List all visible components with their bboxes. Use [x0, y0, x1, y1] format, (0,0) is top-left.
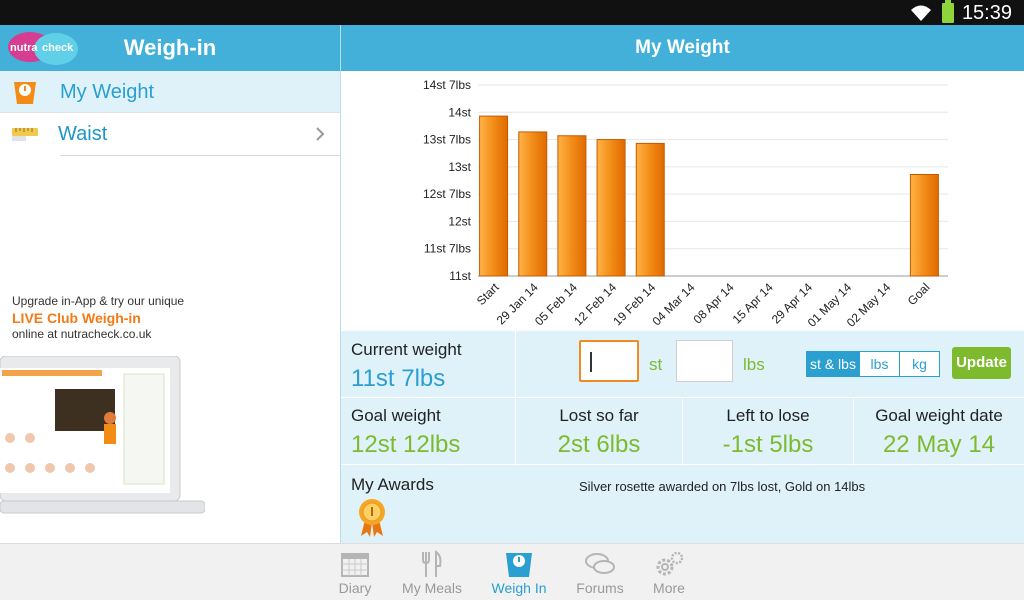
x-tick-label: 04 Mar 14 [649, 280, 697, 328]
bottom-navigation: Diary My Meals Weigh In Forums More [0, 543, 1024, 600]
logo-text-a: nutra [10, 42, 38, 54]
weight-bar[interactable] [635, 142, 665, 277]
pounds-unit-label: lbs [743, 355, 765, 374]
update-button[interactable]: Update [952, 347, 1011, 379]
status-time: 15:39 [961, 2, 1012, 24]
nav-label: Weigh In [491, 580, 547, 596]
wifi-icon [911, 5, 931, 21]
stat-value: 2st 6lbs [557, 431, 641, 458]
y-tick-label: 11st 7lbs [424, 242, 471, 256]
y-tick-label: 13st [448, 160, 471, 174]
cutlery-icon [422, 550, 442, 577]
unit-lbs-button[interactable]: lbs [860, 351, 900, 377]
text-caret [590, 352, 592, 372]
stat-value: -1st 5lbs [722, 431, 814, 458]
weight-bar[interactable] [909, 173, 939, 277]
menu-item-label: My Weight [60, 81, 155, 103]
nav-my-meals[interactable]: My Meals [392, 544, 472, 600]
x-tick-label: Goal [905, 280, 933, 308]
chevron-right-icon [316, 127, 325, 141]
y-tick-label: 14st [448, 105, 471, 119]
menu-item-waist[interactable]: Waist [0, 113, 340, 155]
stat-label: Lost so far [559, 406, 639, 425]
promo-title[interactable]: LIVE Club Weigh-in [12, 310, 141, 326]
nav-label: My Meals [402, 580, 462, 596]
nav-forums[interactable]: Forums [560, 544, 640, 600]
weight-bar[interactable] [518, 131, 548, 277]
unit-selector: st & lbs lbs kg [806, 351, 940, 377]
weight-bar[interactable] [479, 115, 509, 277]
weigh-in-menu: My Weight Waist [0, 71, 340, 155]
stat-value: 22 May 14 [882, 431, 996, 458]
current-weight-value: 11st 7lbs [351, 365, 446, 392]
laptop-promo-image[interactable] [0, 356, 205, 518]
right-header: My Weight [341, 25, 1024, 71]
current-weight-row: Current weight 11st 7lbs st lbs st & lbs… [341, 331, 1024, 398]
stats-row: Goal weight 12st 12lbs Lost so far 2st 6… [341, 399, 1024, 465]
awards-row: My Awards Silver rosette awarded on 7lbs… [341, 466, 1024, 543]
cell-divider [515, 399, 516, 465]
unit-kg-button[interactable]: kg [900, 351, 940, 377]
weight-panel: Current weight 11st 7lbs st lbs st & lbs… [341, 331, 1024, 543]
cell-divider [853, 399, 854, 465]
promo-line2: online at nutracheck.co.uk [12, 327, 152, 341]
logo-text-b: check [42, 42, 74, 54]
nav-label: Diary [338, 580, 372, 596]
lost-so-far-stat: Lost so far 2st 6lbs [516, 399, 682, 465]
weight-bar[interactable] [557, 135, 587, 277]
tape-measure-icon [12, 128, 38, 141]
chat-bubbles-icon [585, 553, 615, 574]
nav-label: More [653, 580, 685, 596]
awards-description: Silver rosette awarded on 7lbs lost, Gol… [579, 479, 866, 494]
y-tick-label: 14st 7lbs [423, 78, 471, 92]
promo-line1: Upgrade in-App & try our unique [12, 294, 185, 308]
stat-value: 12st 12lbs [351, 431, 461, 458]
awards-label: My Awards [351, 475, 434, 494]
nav-label: Forums [576, 580, 624, 596]
right-title: My Weight [635, 37, 730, 58]
scale-icon [506, 553, 532, 577]
stat-label: Left to lose [726, 406, 810, 425]
stones-input[interactable] [579, 340, 639, 382]
gears-icon [656, 551, 684, 576]
cell-divider [682, 399, 683, 465]
unit-st-lbs-button[interactable]: st & lbs [806, 351, 860, 377]
pane-separator [340, 25, 341, 543]
promo-text: Upgrade in-App & try our unique LIVE Clu… [12, 294, 332, 342]
x-tick-label: 15 Apr 14 [730, 280, 776, 326]
stat-label: Goal weight date [875, 406, 1003, 425]
nav-weigh-in[interactable]: Weigh In [479, 544, 559, 600]
list-divider [60, 155, 340, 156]
x-tick-label: 08 Apr 14 [690, 280, 736, 326]
nav-diary[interactable]: Diary [315, 544, 395, 600]
cell-divider [515, 331, 516, 398]
x-tick-label: Start [474, 280, 502, 308]
menu-item-label: Waist [58, 123, 108, 145]
stat-label: Goal weight [351, 406, 441, 425]
stones-unit-label: st [649, 355, 663, 374]
nav-more[interactable]: More [629, 544, 709, 600]
left-to-lose-stat: Left to lose -1st 5lbs [683, 399, 853, 465]
y-tick-label: 12st [448, 214, 471, 228]
weight-chart: 11st 11st 7lbs 12st 12st 7lbs 13st 13st 7lbs 1… [341, 71, 1024, 331]
calendar-icon [341, 553, 369, 577]
goal-date-stat: Goal weight date 22 May 14 [854, 399, 1024, 465]
status-bar: 15:39 [0, 0, 1024, 25]
nutracheck-logo: nutra check [8, 32, 78, 65]
menu-item-my-weight[interactable]: My Weight [0, 71, 340, 113]
weight-bar[interactable] [596, 139, 626, 277]
current-weight-label: Current weight [351, 340, 462, 359]
y-tick-label: 13st 7lbs [423, 133, 471, 147]
left-title: Weigh-in [123, 35, 217, 60]
left-header: Weigh-in nutra check [0, 25, 340, 71]
rosette-award-icon[interactable] [357, 498, 387, 538]
y-tick-label: 12st 7lbs [423, 187, 471, 201]
scale-icon [14, 82, 36, 104]
battery-icon [942, 0, 954, 23]
goal-weight-stat: Goal weight 12st 12lbs [341, 399, 515, 465]
y-tick-label: 11st [449, 269, 471, 283]
pounds-input[interactable] [676, 340, 733, 382]
